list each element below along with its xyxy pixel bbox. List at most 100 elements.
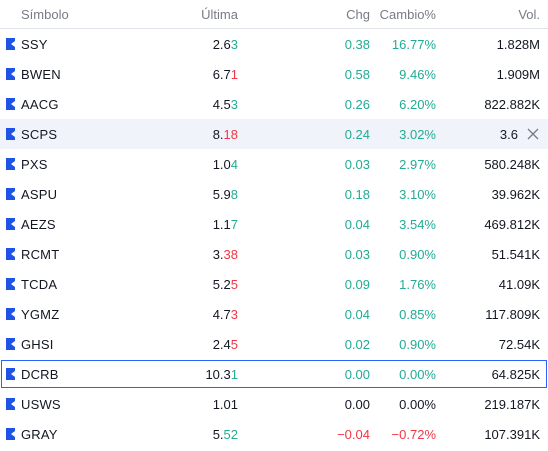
- flag-icon[interactable]: [6, 158, 15, 170]
- table-row[interactable]: GRAY 5.52 −0.04 −0.72% 107.391K: [0, 419, 548, 449]
- flag-icon[interactable]: [6, 338, 15, 350]
- last-price-tick: 5: [230, 276, 238, 292]
- last-price-main: 6.7: [212, 66, 231, 82]
- flag-icon[interactable]: [6, 248, 15, 260]
- volume-value: 3.6: [499, 126, 518, 142]
- symbol-cell: ASPU: [0, 187, 130, 202]
- volume-cell: 107.391K: [436, 427, 540, 442]
- last-price-main: 4.7: [212, 306, 231, 322]
- flag-icon[interactable]: [6, 68, 15, 80]
- volume-value: 580.248K: [484, 156, 540, 172]
- ticker-label: AEZS: [21, 216, 56, 232]
- flag-icon[interactable]: [6, 398, 15, 410]
- change-cell: 0.09: [344, 276, 370, 292]
- change-cell: 0.38: [344, 36, 370, 52]
- table-row[interactable]: YGMZ 4.73 0.04 0.85% 117.809K: [0, 299, 548, 329]
- last-price-cell: 1.04: [130, 157, 240, 172]
- symbol-cell: BWEN: [0, 67, 130, 82]
- flag-icon[interactable]: [6, 308, 15, 320]
- table-row[interactable]: AEZS 1.17 0.04 3.54% 469.812K: [0, 209, 548, 239]
- ticker-label: ASPU: [21, 186, 58, 202]
- ticker-label: PXS: [21, 156, 48, 172]
- change-pct-cell: 0.85%: [399, 306, 436, 322]
- flag-icon[interactable]: [6, 98, 15, 110]
- change-pct-cell: 16.77%: [391, 36, 436, 52]
- change-pct-cell: 6.20%: [399, 96, 436, 112]
- last-price-cell: 2.63: [130, 37, 240, 52]
- table-row[interactable]: AACG 4.53 0.26 6.20% 822.882K: [0, 89, 548, 119]
- symbol-cell: USWS: [0, 397, 130, 412]
- last-price-main: 2.4: [212, 336, 231, 352]
- symbol-cell: TCDA: [0, 277, 130, 292]
- flag-icon[interactable]: [6, 128, 15, 140]
- header-last[interactable]: Última: [201, 6, 238, 22]
- table-row[interactable]: DCRB 10.31 0.00 0.00% 64.825K: [0, 359, 548, 389]
- ticker-label: SSY: [21, 36, 48, 52]
- change-cell: 0.26: [344, 96, 370, 112]
- change-pct-cell: 0.00%: [399, 366, 436, 382]
- header-chg[interactable]: Chg: [346, 6, 370, 22]
- last-price-main: 5.: [212, 426, 224, 442]
- symbol-cell: YGMZ: [0, 307, 130, 322]
- volume-value: 51.541K: [491, 246, 540, 262]
- header-symbol[interactable]: Símbolo: [21, 6, 69, 22]
- last-price-main: 8.: [212, 126, 224, 142]
- flag-icon[interactable]: [6, 428, 15, 440]
- flag-icon[interactable]: [6, 368, 15, 380]
- volume-cell: 1.909M: [436, 67, 540, 82]
- last-price-tick: 18: [223, 126, 238, 142]
- volume-value: 41.09K: [498, 276, 540, 292]
- flag-icon[interactable]: [6, 278, 15, 290]
- table-row[interactable]: SCPS 8.18 0.24 3.02% 3.6: [0, 119, 548, 149]
- volume-value: 64.825K: [491, 366, 540, 382]
- symbol-cell: PXS: [0, 157, 130, 172]
- change-cell: 0.00: [344, 366, 370, 382]
- volume-cell: 3.6: [436, 127, 540, 142]
- volume-cell: 39.962K: [436, 187, 540, 202]
- watchlist-header: Símbolo Última Chg Cambio% Vol.: [0, 0, 548, 29]
- table-row[interactable]: ASPU 5.98 0.18 3.10% 39.962K: [0, 179, 548, 209]
- close-icon[interactable]: [526, 127, 540, 141]
- last-price-main: 10.3: [205, 366, 231, 382]
- table-row[interactable]: TCDA 5.25 0.09 1.76% 41.09K: [0, 269, 548, 299]
- last-price-cell: 4.53: [130, 97, 240, 112]
- last-price-cell: 3.38: [130, 247, 240, 262]
- last-price-cell: 8.18: [130, 127, 240, 142]
- last-price-cell: 5.52: [130, 427, 240, 442]
- volume-value: 107.391K: [484, 426, 540, 442]
- change-pct-cell: 0.90%: [399, 246, 436, 262]
- last-price-main: 5.9: [212, 186, 231, 202]
- table-row[interactable]: GHSI 2.45 0.02 0.90% 72.54K: [0, 329, 548, 359]
- volume-value: 39.962K: [491, 186, 540, 202]
- last-price-main: 1.01: [212, 396, 238, 412]
- last-price-tick: 8: [230, 186, 238, 202]
- table-row[interactable]: PXS 1.04 0.03 2.97% 580.248K: [0, 149, 548, 179]
- ticker-label: AACG: [21, 96, 59, 112]
- table-row[interactable]: USWS 1.01 0.00 0.00% 219.187K: [0, 389, 548, 419]
- watchlist-rows: SSY 2.63 0.38 16.77% 1.828M BWEN 6.71 0.58 9.46%…: [0, 29, 548, 449]
- flag-icon[interactable]: [6, 38, 15, 50]
- change-pct-cell: 3.10%: [399, 186, 436, 202]
- header-vol[interactable]: Vol.: [518, 6, 540, 22]
- symbol-cell: AEZS: [0, 217, 130, 232]
- change-cell: 0.00: [344, 396, 370, 412]
- change-pct-cell: −0.72%: [391, 426, 436, 442]
- last-price-tick: 3: [230, 36, 238, 52]
- table-row[interactable]: SSY 2.63 0.38 16.77% 1.828M: [0, 29, 548, 59]
- table-row[interactable]: BWEN 6.71 0.58 9.46% 1.909M: [0, 59, 548, 89]
- volume-cell: 72.54K: [436, 337, 540, 352]
- last-price-main: 5.2: [212, 276, 231, 292]
- change-cell: 0.24: [344, 126, 370, 142]
- volume-value: 72.54K: [498, 336, 540, 352]
- table-row[interactable]: RCMT 3.38 0.03 0.90% 51.541K: [0, 239, 548, 269]
- flag-icon[interactable]: [6, 218, 15, 230]
- change-pct-cell: 3.02%: [399, 126, 436, 142]
- flag-icon[interactable]: [6, 188, 15, 200]
- last-price-tick: 5: [230, 336, 238, 352]
- header-chg-pct[interactable]: Cambio%: [379, 6, 436, 22]
- volume-cell: 580.248K: [436, 157, 540, 172]
- last-price-main: 2.6: [212, 36, 231, 52]
- ticker-label: DCRB: [21, 366, 59, 382]
- ticker-label: GHSI: [21, 336, 54, 352]
